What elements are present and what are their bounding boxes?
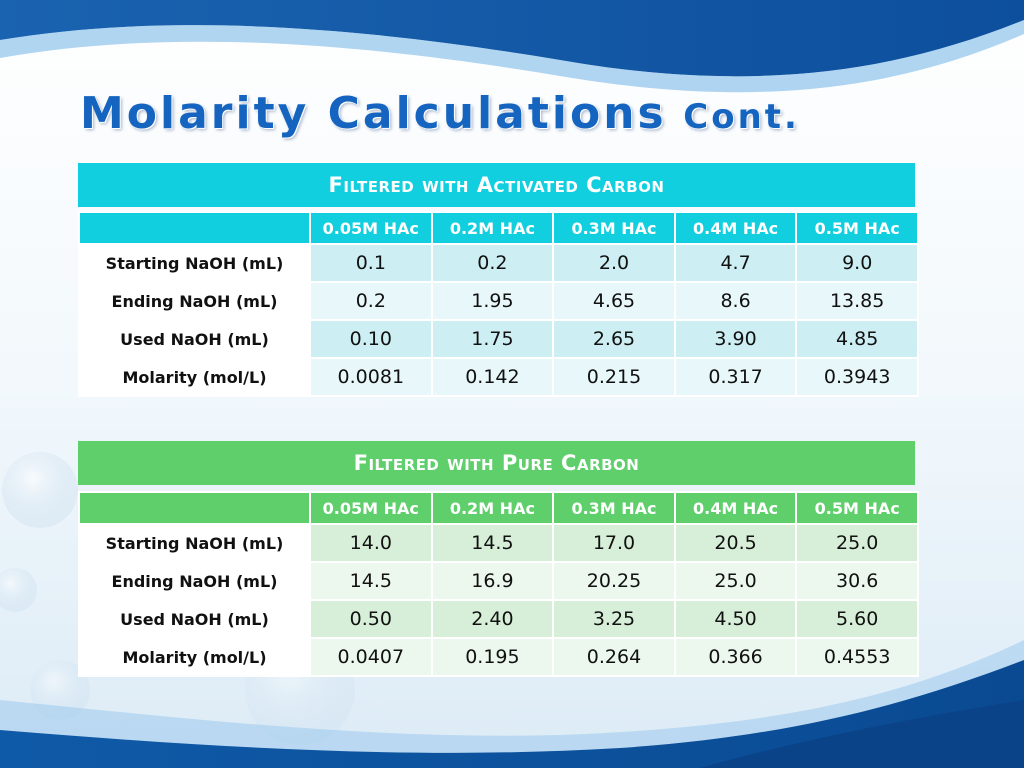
table-cell: 0.215 [552, 357, 676, 397]
table-cell: 30.6 [795, 561, 919, 601]
table-cell: 4.85 [795, 319, 919, 359]
table-cell: 0.2 [309, 281, 433, 321]
table-cell: 14.5 [309, 561, 433, 601]
table-cell: 14.0 [309, 523, 433, 563]
row-label: Molarity (mol/L) [78, 357, 311, 397]
column-header: 0.05M HAc [309, 211, 433, 245]
table-row: Molarity (mol/L) 0.0407 0.195 0.264 0.36… [78, 637, 919, 677]
column-header: 0.3M HAc [552, 491, 676, 525]
slide-title: Molarity Calculations Cont. [80, 88, 800, 139]
table-cell: 5.60 [795, 599, 919, 639]
table-cell: 0.195 [430, 637, 555, 677]
table-cell: 8.6 [673, 281, 798, 321]
row-label: Used NaOH (mL) [78, 319, 311, 359]
table-cell: 14.5 [430, 523, 555, 563]
column-header: 0.2M HAc [430, 211, 555, 245]
table-row: Molarity (mol/L) 0.0081 0.142 0.215 0.31… [78, 357, 919, 397]
table-cell: 0.50 [309, 599, 433, 639]
pure-carbon-caption: Filtered with Pure Carbon [78, 441, 915, 485]
table-row: Used NaOH (mL) 0.10 1.75 2.65 3.90 4.85 [78, 319, 919, 359]
column-header: 0.4M HAc [673, 211, 798, 245]
column-header: 0.5M HAc [795, 491, 919, 525]
table-cell: 9.0 [795, 243, 919, 283]
table-header-row: 0.05M HAc 0.2M HAc 0.3M HAc 0.4M HAc 0.5… [78, 211, 919, 245]
table-cell: 25.0 [673, 561, 798, 601]
table-row: Ending NaOH (mL) 0.2 1.95 4.65 8.6 13.85 [78, 281, 919, 321]
table-cell: 0.0407 [309, 637, 433, 677]
table-cell: 4.7 [673, 243, 798, 283]
column-header: 0.05M HAc [309, 491, 433, 525]
table-row: Starting NaOH (mL) 14.0 14.5 17.0 20.5 2… [78, 523, 919, 563]
column-header: 0.2M HAc [430, 491, 555, 525]
column-header: 0.3M HAc [552, 211, 676, 245]
table-cell: 0.4553 [795, 637, 919, 677]
table-cell: 13.85 [795, 281, 919, 321]
table-cell: 2.65 [552, 319, 676, 359]
row-label: Ending NaOH (mL) [78, 281, 311, 321]
table-cell: 3.90 [673, 319, 798, 359]
row-label: Starting NaOH (mL) [78, 243, 311, 283]
row-label: Used NaOH (mL) [78, 599, 311, 639]
activated-carbon-table: 0.05M HAc 0.2M HAc 0.3M HAc 0.4M HAc 0.5… [78, 211, 919, 397]
table-cell: 0.0081 [309, 357, 433, 397]
row-label: Ending NaOH (mL) [78, 561, 311, 601]
column-header [78, 211, 311, 245]
table-cell: 1.75 [430, 319, 555, 359]
column-header [78, 491, 311, 525]
table-cell: 2.0 [552, 243, 676, 283]
column-header: 0.5M HAc [795, 211, 919, 245]
table-cell: 4.65 [552, 281, 676, 321]
table-cell: 0.366 [673, 637, 798, 677]
table-cell: 25.0 [795, 523, 919, 563]
table-cell: 20.25 [552, 561, 676, 601]
activated-carbon-caption: Filtered with Activated Carbon [78, 163, 915, 207]
table-cell: 0.142 [430, 357, 555, 397]
slide-title-suffix: Cont. [683, 97, 800, 137]
table-cell: 2.40 [430, 599, 555, 639]
table-cell: 20.5 [673, 523, 798, 563]
table-cell: 0.1 [309, 243, 433, 283]
table-cell: 1.95 [430, 281, 555, 321]
pure-carbon-table: 0.05M HAc 0.2M HAc 0.3M HAc 0.4M HAc 0.5… [78, 491, 919, 677]
table-cell: 4.50 [673, 599, 798, 639]
table-row: Starting NaOH (mL) 0.1 0.2 2.0 4.7 9.0 [78, 243, 919, 283]
column-header: 0.4M HAc [673, 491, 798, 525]
table-cell: 17.0 [552, 523, 676, 563]
row-label: Starting NaOH (mL) [78, 523, 311, 563]
table-cell: 0.10 [309, 319, 433, 359]
table-cell: 3.25 [552, 599, 676, 639]
table-cell: 0.3943 [795, 357, 919, 397]
table-cell: 16.9 [430, 561, 555, 601]
table-row: Used NaOH (mL) 0.50 2.40 3.25 4.50 5.60 [78, 599, 919, 639]
table-row: Ending NaOH (mL) 14.5 16.9 20.25 25.0 30… [78, 561, 919, 601]
row-label: Molarity (mol/L) [78, 637, 311, 677]
slide-title-main: Molarity Calculations [80, 88, 667, 139]
table-cell: 0.2 [430, 243, 555, 283]
table-cell: 0.264 [552, 637, 676, 677]
table-cell: 0.317 [673, 357, 798, 397]
table-header-row: 0.05M HAc 0.2M HAc 0.3M HAc 0.4M HAc 0.5… [78, 491, 919, 525]
